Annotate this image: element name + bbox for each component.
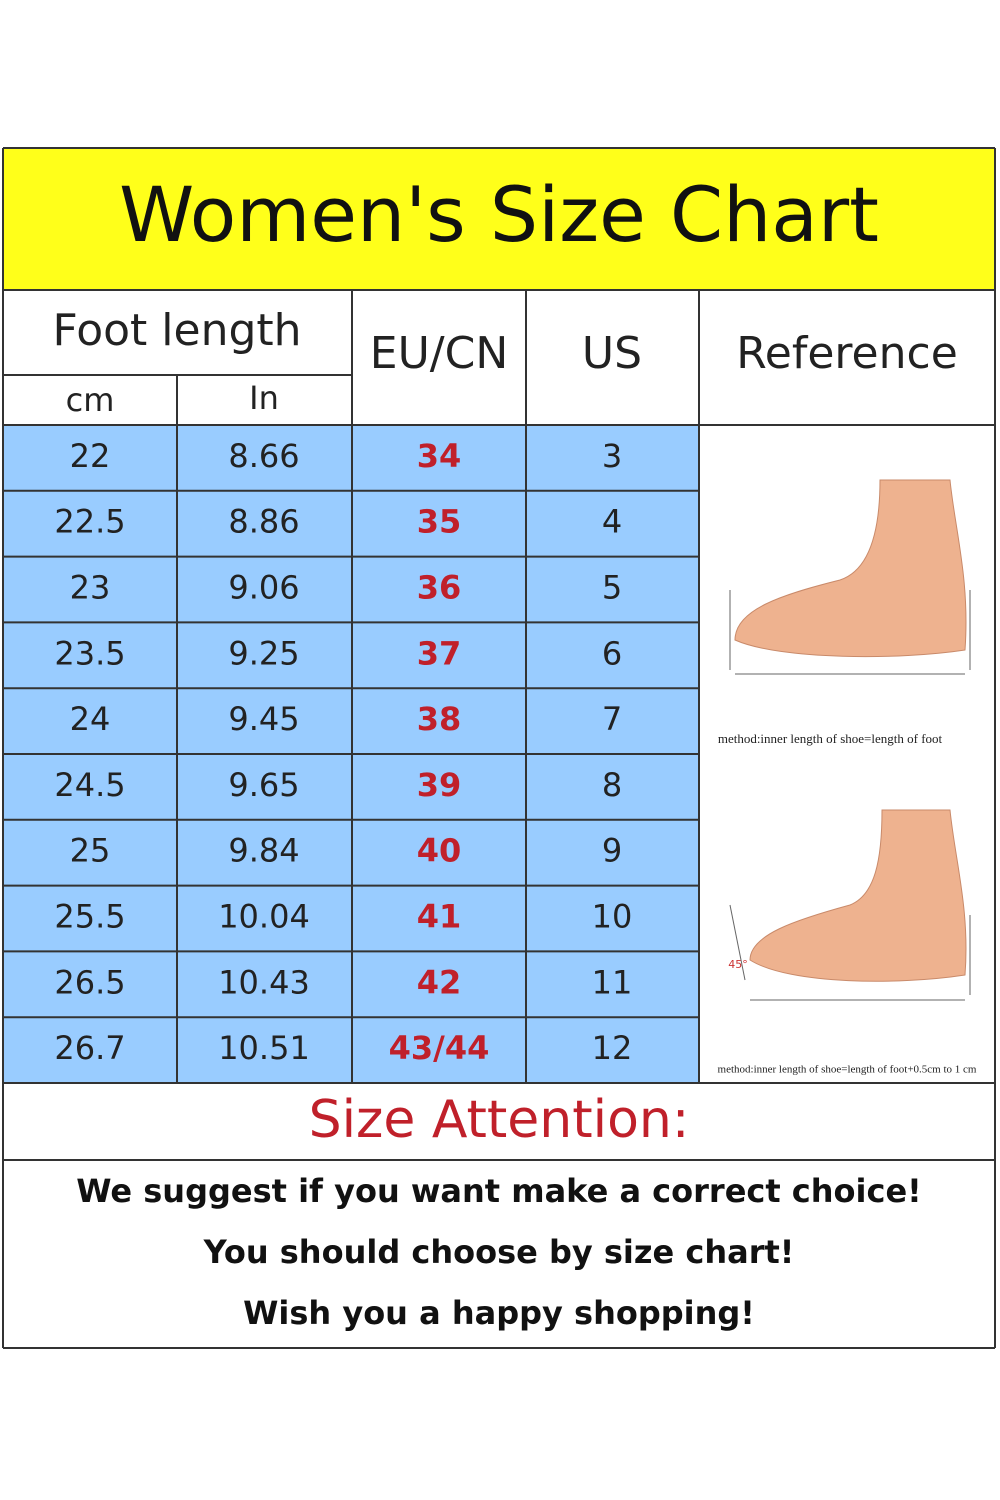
cell-cm: 25.5: [54, 898, 125, 936]
cell-in: 9.84: [228, 832, 299, 870]
cell-eu-cn: 41: [417, 898, 462, 936]
foot: [749, 809, 967, 982]
cell-us: 10: [592, 898, 633, 936]
cell-us: 9: [602, 832, 622, 870]
cell-eu-cn: 38: [417, 700, 462, 738]
title-band: [3, 148, 995, 290]
table-grid: [2, 147, 996, 1349]
foot-illustration: 45°: [728, 809, 971, 1001]
cell-in: 9.45: [228, 700, 299, 738]
attention-title: Size Attention:: [309, 1090, 690, 1150]
measure-line: [729, 904, 746, 981]
header-in: In: [249, 379, 279, 417]
cell-us: 4: [602, 503, 622, 541]
cell-eu-cn: 40: [417, 832, 462, 870]
cell-in: 10.43: [218, 963, 310, 1001]
cell-eu-cn: 43/44: [389, 1029, 490, 1067]
angle-label: 45°: [728, 958, 748, 971]
cell-cm: 24: [70, 700, 111, 738]
cell-cm: 26.7: [54, 1029, 125, 1067]
header-eu-cn: EU/CN: [370, 328, 508, 379]
header-cm: cm: [66, 381, 115, 419]
header-reference: Reference: [736, 328, 958, 379]
cell-cm: 25: [70, 832, 111, 870]
attention-line: You should choose by size chart!: [203, 1233, 795, 1271]
cell-us: 5: [602, 569, 622, 607]
cell-us: 8: [602, 766, 622, 804]
cell-in: 8.66: [228, 437, 299, 475]
cell-us: 3: [602, 437, 622, 475]
title: Women's Size Chart: [119, 170, 879, 259]
header-us: US: [582, 328, 642, 379]
cell-eu-cn: 39: [417, 766, 462, 804]
foot: [734, 479, 967, 658]
cell-in: 9.65: [228, 766, 299, 804]
cell-us: 11: [592, 963, 633, 1001]
cell-cm: 26.5: [54, 963, 125, 1001]
cell-in: 9.25: [228, 634, 299, 672]
cell-cm: 22: [70, 437, 111, 475]
header-foot-length: Foot length: [52, 305, 301, 356]
cell-in: 9.06: [228, 569, 299, 607]
cell-us: 6: [602, 634, 622, 672]
cell-eu-cn: 36: [417, 569, 462, 607]
cell-eu-cn: 35: [417, 503, 462, 541]
reference-note: method:inner length of shoe=length of fo…: [718, 1064, 977, 1076]
cell-us: 12: [592, 1029, 633, 1067]
cell-cm: 23.5: [54, 634, 125, 672]
cell-cm: 22.5: [54, 503, 125, 541]
cell-eu-cn: 34: [417, 437, 462, 475]
attention-line: Wish you a happy shopping!: [243, 1294, 755, 1332]
reference-note: method:inner length of shoe=length of fo…: [718, 731, 943, 746]
cell-cm: 24.5: [54, 766, 125, 804]
cell-in: 10.51: [218, 1029, 310, 1067]
attention-line: We suggest if you want make a correct ch…: [76, 1172, 922, 1210]
cell-in: 8.86: [228, 503, 299, 541]
cell-us: 7: [602, 700, 622, 738]
cell-eu-cn: 37: [417, 634, 462, 672]
foot-illustration: [729, 479, 971, 675]
cell-cm: 23: [70, 569, 111, 607]
cell-in: 10.04: [218, 898, 310, 936]
cell-eu-cn: 42: [417, 963, 462, 1001]
